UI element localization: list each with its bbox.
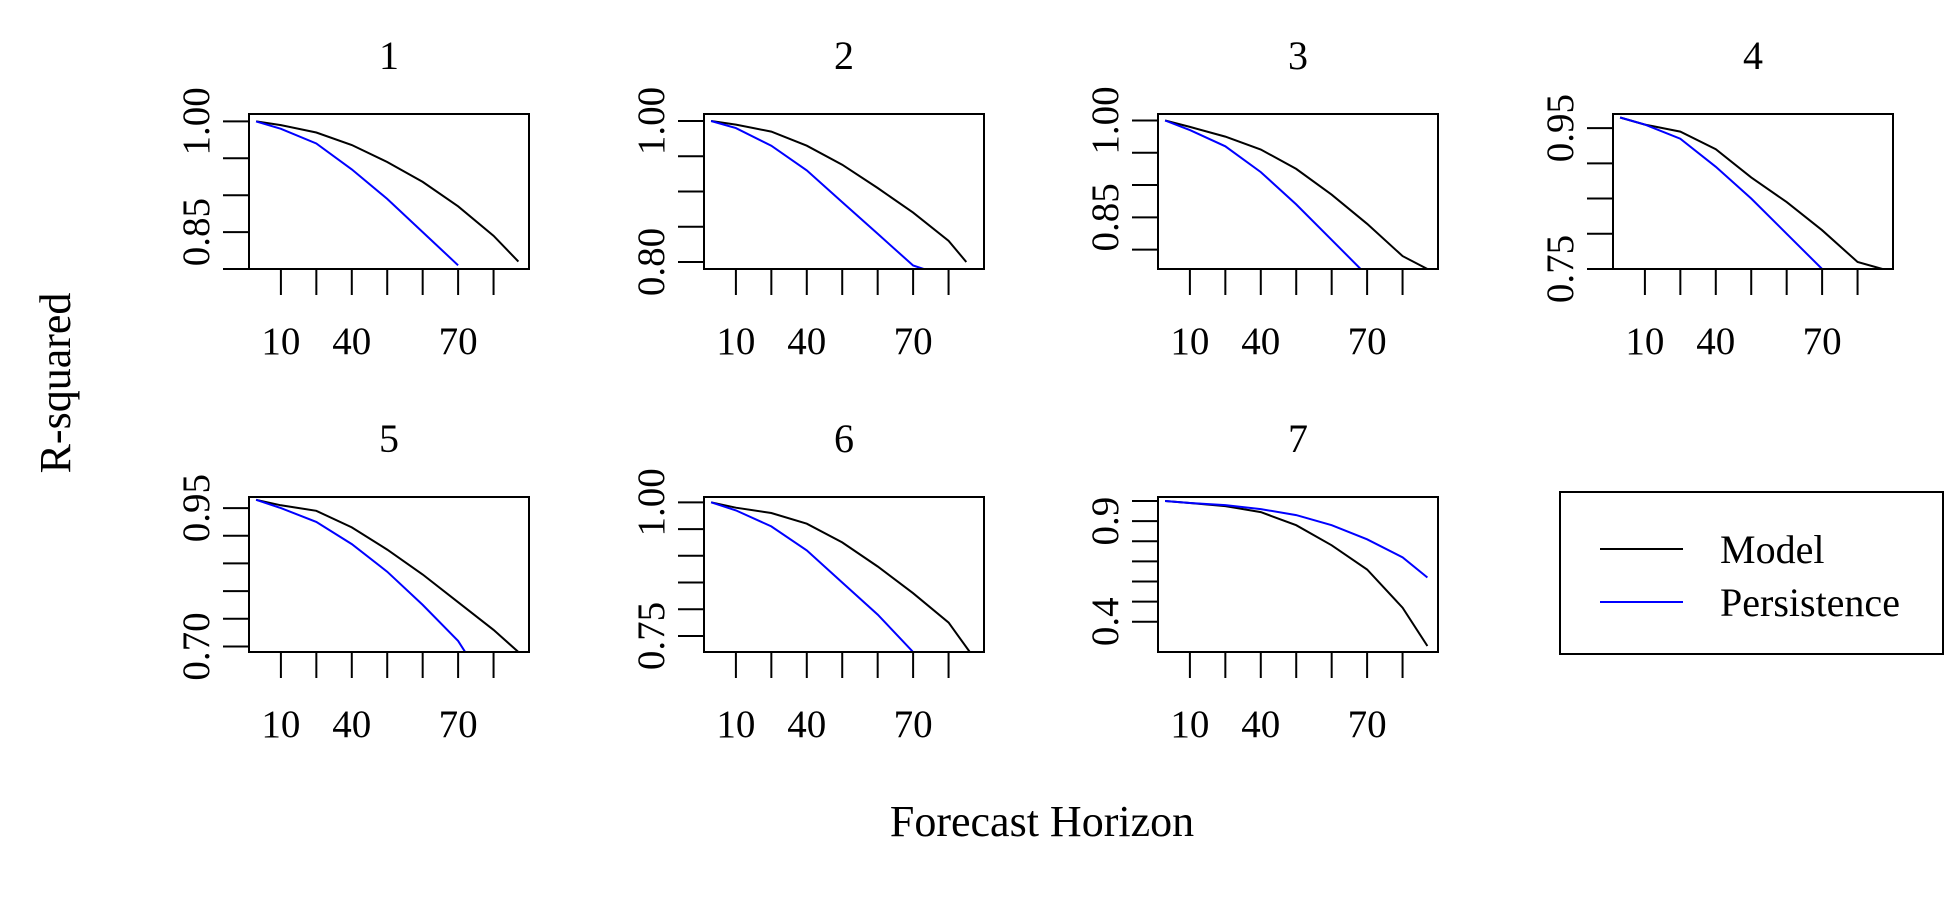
series-line-model (255, 498, 520, 652)
y-tick-label: 1.00 (630, 468, 673, 536)
x-tick-label: 10 (261, 320, 300, 363)
panel-6: 6 10 40 70 0.75 1.00 (630, 416, 985, 746)
x-tick-label: 70 (439, 320, 478, 363)
series-line-persistence (710, 501, 915, 652)
x-tick-label: 10 (1170, 703, 1209, 746)
x-tick-label: 40 (1696, 320, 1735, 363)
panel-3: 3 10 40 70 0.85 1.00 (1084, 33, 1439, 363)
series-line-persistence (1619, 116, 1824, 269)
plot-frame (248, 496, 530, 653)
plot-frame (1157, 496, 1439, 653)
panel-1: 1 10 40 70 0.85 1.00 (175, 33, 530, 363)
y-tick-label: 0.75 (630, 602, 673, 670)
series-line-model (1619, 116, 1883, 269)
y-tick-label: 0.80 (630, 228, 673, 296)
legend: Model Persistence (1559, 491, 1944, 655)
panel-title: 5 (379, 416, 399, 461)
plot-frame (1612, 113, 1894, 270)
series-line-model (710, 120, 968, 263)
panel-7: 7 10 40 70 0.4 0.9 (1084, 416, 1439, 746)
legend-model-label: Model (1720, 527, 1824, 572)
y-tick-label: 1.00 (630, 87, 673, 155)
panel-title: 1 (379, 33, 399, 78)
y-tick-label: 1.00 (175, 87, 218, 155)
panel-5: 5 10 40 70 0.70 0.95 (175, 416, 530, 746)
x-tick-label: 70 (1348, 703, 1387, 746)
x-tick-label: 40 (1241, 703, 1280, 746)
panel-title: 2 (834, 33, 854, 78)
y-tick-label: 0.95 (1539, 94, 1582, 162)
panels-group: 1 10 40 70 0.85 1.00 2 10 40 70 0.80 1.00 3 10 40 70 0.8… (175, 33, 1894, 746)
plot-frame (703, 496, 985, 653)
y-tick-label: 0.95 (175, 474, 218, 542)
x-tick-label: 10 (716, 703, 755, 746)
x-tick-label: 70 (1803, 320, 1842, 363)
y-tick-label: 0.4 (1084, 597, 1127, 646)
y-tick-label: 0.70 (175, 612, 218, 680)
y-tick-label: 1.00 (1084, 86, 1127, 154)
plot-frame (248, 113, 530, 270)
series-line-persistence (1164, 119, 1363, 269)
x-tick-label: 70 (894, 703, 933, 746)
x-tick-label: 70 (894, 320, 933, 363)
panel-title: 4 (1743, 33, 1763, 78)
y-tick-label: 0.75 (1539, 235, 1582, 303)
x-tick-label: 70 (439, 703, 478, 746)
x-tick-label: 40 (1241, 320, 1280, 363)
x-tick-label: 40 (332, 320, 371, 363)
series-line-model (1165, 500, 1429, 647)
panel-4: 4 10 40 70 0.75 0.95 (1539, 33, 1894, 363)
panel-title: 6 (834, 416, 854, 461)
y-tick-label: 0.85 (1084, 183, 1127, 251)
series-line-persistence (1165, 500, 1429, 579)
x-tick-label: 40 (787, 320, 826, 363)
x-tick-label: 40 (332, 703, 371, 746)
x-tick-label: 10 (716, 320, 755, 363)
x-tick-label: 10 (1170, 320, 1209, 363)
plot-frame (703, 113, 985, 270)
legend-persistence-label: Persistence (1720, 580, 1900, 625)
series-line-persistence (255, 120, 459, 267)
plot-frame (1157, 113, 1439, 270)
series-line-persistence (255, 498, 467, 652)
x-tick-label: 10 (261, 703, 300, 746)
x-tick-label: 10 (1625, 320, 1664, 363)
series-line-model (255, 120, 520, 263)
series-line-model (1164, 119, 1428, 269)
y-tick-label: 0.85 (175, 198, 218, 266)
y-axis-label: R-squared (31, 293, 80, 474)
series-line-persistence (710, 120, 925, 269)
x-axis-label: Forecast Horizon (890, 797, 1194, 846)
legend-box (1559, 491, 1944, 655)
series-line-model (710, 501, 971, 652)
x-tick-label: 70 (1348, 320, 1387, 363)
x-tick-label: 40 (787, 703, 826, 746)
panel-title: 3 (1288, 33, 1308, 78)
panel-title: 7 (1288, 416, 1308, 461)
panel-2: 2 10 40 70 0.80 1.00 (630, 33, 985, 363)
y-tick-label: 0.9 (1084, 497, 1127, 546)
